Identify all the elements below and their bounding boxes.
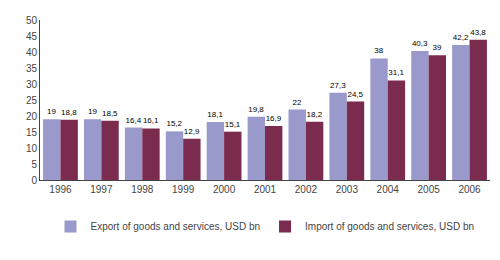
svg-text:19: 19	[47, 107, 56, 116]
svg-text:12,9: 12,9	[184, 127, 200, 136]
svg-text:35: 35	[26, 63, 38, 74]
svg-text:2003: 2003	[336, 184, 359, 195]
svg-text:1998: 1998	[131, 184, 154, 195]
svg-text:30: 30	[26, 79, 38, 90]
svg-text:38: 38	[374, 46, 383, 55]
svg-text:1997: 1997	[90, 184, 113, 195]
svg-text:16,1: 16,1	[143, 116, 159, 125]
svg-text:5: 5	[31, 159, 37, 170]
svg-text:25: 25	[26, 95, 38, 106]
svg-text:1996: 1996	[49, 184, 72, 195]
svg-text:2004: 2004	[377, 184, 400, 195]
svg-text:24,5: 24,5	[347, 90, 363, 99]
svg-text:0: 0	[31, 175, 37, 186]
svg-text:2002: 2002	[295, 184, 318, 195]
svg-text:39: 39	[433, 43, 442, 52]
svg-text:10: 10	[26, 143, 38, 154]
svg-text:2001: 2001	[254, 184, 277, 195]
svg-text:19,8: 19,8	[248, 105, 264, 114]
svg-text:16,4: 16,4	[126, 116, 142, 125]
svg-text:43,8: 43,8	[470, 28, 486, 37]
svg-text:Import of goods and services,: Import of goods and services, USD bn	[305, 221, 474, 232]
svg-text:2005: 2005	[418, 184, 441, 195]
svg-text:18,1: 18,1	[207, 110, 223, 119]
svg-text:27,3: 27,3	[330, 81, 346, 90]
svg-text:42,2: 42,2	[453, 33, 469, 42]
svg-text:40,3: 40,3	[412, 39, 428, 48]
svg-text:Export of goods and services,: Export of goods and services, USD bn	[91, 221, 261, 232]
svg-text:15: 15	[26, 127, 38, 138]
svg-text:31,1: 31,1	[388, 68, 404, 77]
svg-text:22: 22	[292, 98, 301, 107]
svg-text:45: 45	[26, 31, 38, 42]
svg-text:19: 19	[88, 107, 97, 116]
svg-text:20: 20	[26, 111, 38, 122]
svg-text:18,2: 18,2	[307, 110, 323, 119]
svg-text:50: 50	[26, 15, 38, 26]
svg-text:2006: 2006	[458, 184, 481, 195]
svg-text:18,5: 18,5	[102, 109, 118, 118]
svg-text:40: 40	[26, 47, 38, 58]
svg-text:2000: 2000	[213, 184, 236, 195]
svg-text:1999: 1999	[172, 184, 195, 195]
svg-text:18,8: 18,8	[61, 108, 77, 117]
svg-text:16,9: 16,9	[266, 114, 282, 123]
svg-text:15,1: 15,1	[225, 120, 241, 129]
svg-text:15,2: 15,2	[166, 119, 182, 128]
